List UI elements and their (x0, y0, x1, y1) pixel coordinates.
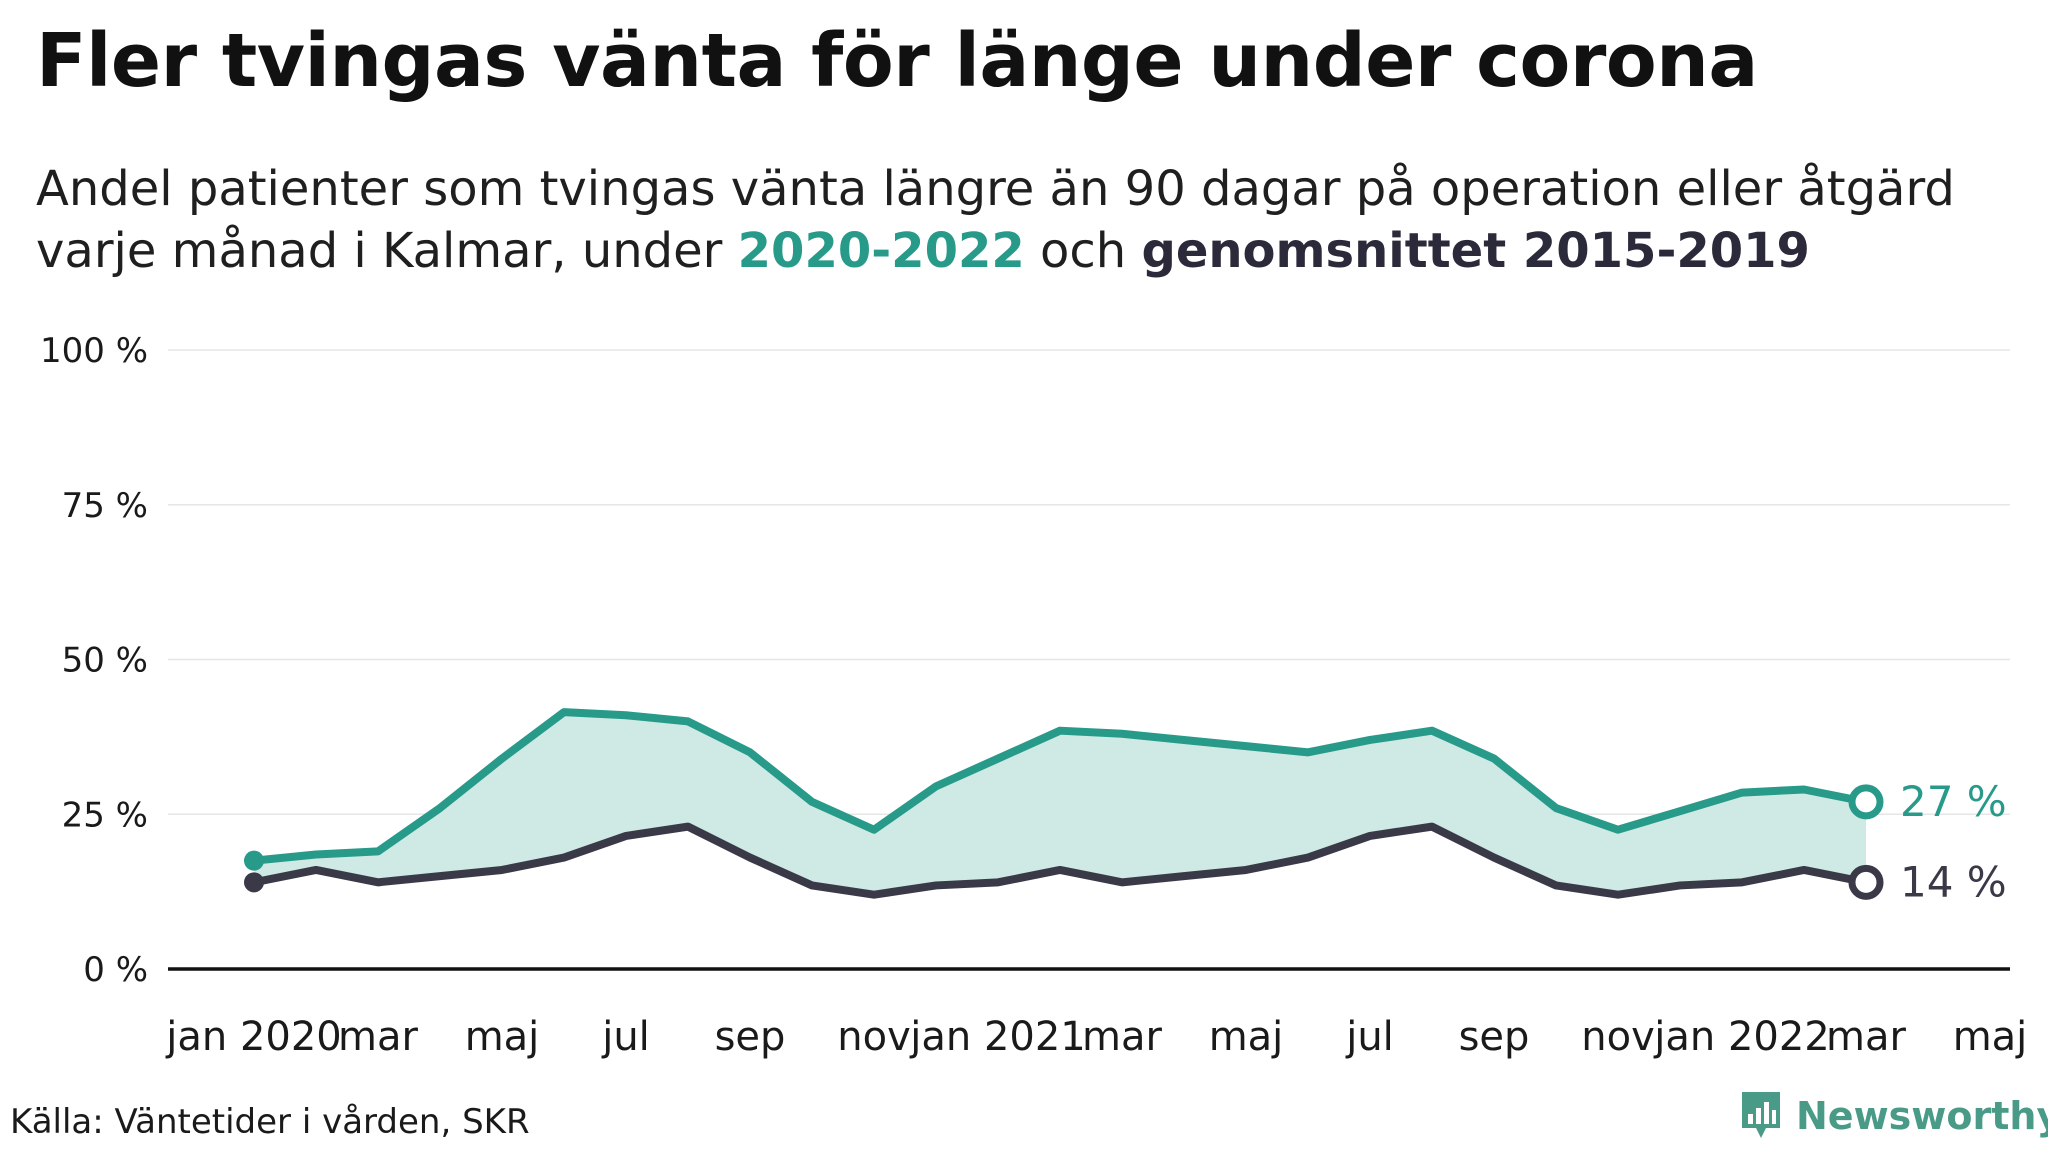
x-tick-label: maj (1953, 1014, 2028, 1060)
x-tick-label: jul (1345, 1014, 1394, 1060)
subtitle-line-1: Andel patienter som tvingas vänta längre… (36, 161, 1955, 217)
y-tick-label: 0 % (83, 950, 148, 990)
x-tick-label: maj (465, 1014, 540, 1060)
brand-name: Newsworthy (1796, 1094, 2048, 1138)
series-points (244, 784, 1884, 900)
current-start-point (244, 850, 264, 871)
average-series-line (250, 822, 1870, 899)
x-tick-label: sep (1459, 1014, 1530, 1060)
brand-logo: Newsworthy (1738, 1088, 2048, 1144)
x-tick-label: nov (1581, 1014, 1655, 1060)
average-end-label: 14 % (1900, 857, 2007, 906)
x-tick-label: jul (601, 1014, 650, 1060)
difference-area (254, 712, 1866, 895)
subtitle-line-2: varje månad i Kalmar, under 2020-2022 oc… (36, 220, 2036, 282)
x-tick-label: mar (1082, 1014, 1162, 1060)
y-tick-label: 50 % (62, 641, 148, 681)
subtitle-prefix: varje månad i Kalmar, under (36, 223, 738, 279)
chart-subtitle: Andel patienter som tvingas vänta längre… (36, 158, 2036, 282)
current-series-line (250, 708, 1870, 865)
x-tick-label: jan 2021 (909, 1014, 1086, 1060)
y-tick-label: 75 % (62, 486, 148, 526)
current-end-label: 27 % (1900, 777, 2007, 826)
end-value-labels: 27 % 14 % (1900, 777, 2007, 906)
y-tick-label: 25 % (62, 795, 148, 835)
y-axis-tick-labels: 0 % 25 % 50 % 75 % 100 % (40, 331, 148, 990)
chart-title: Fler tvingas vänta för länge under coron… (36, 18, 1758, 104)
legend-current-period: 2020-2022 (737, 223, 1025, 279)
series-lines (250, 708, 1870, 899)
current-end-point (1848, 784, 1884, 820)
y-tick-label: 100 % (40, 331, 148, 371)
newsworthy-logo-icon (1742, 1092, 1780, 1138)
average-end-point (1848, 864, 1884, 900)
x-tick-label: nov (837, 1014, 911, 1060)
x-tick-label: mar (338, 1014, 418, 1060)
subtitle-middle: och (1024, 223, 1142, 279)
area-between-series (254, 712, 1866, 895)
average-start-point (244, 872, 264, 893)
x-tick-label: mar (1826, 1014, 1906, 1060)
x-tick-label: jan 2022 (1653, 1014, 1830, 1060)
x-tick-label: jan 2020 (165, 1014, 342, 1060)
source-note: Källa: Väntetider i vården, SKR (10, 1102, 530, 1142)
x-tick-label: maj (1209, 1014, 1284, 1060)
x-tick-label: sep (715, 1014, 786, 1060)
legend-average-period: genomsnittet 2015-2019 (1141, 223, 1810, 279)
